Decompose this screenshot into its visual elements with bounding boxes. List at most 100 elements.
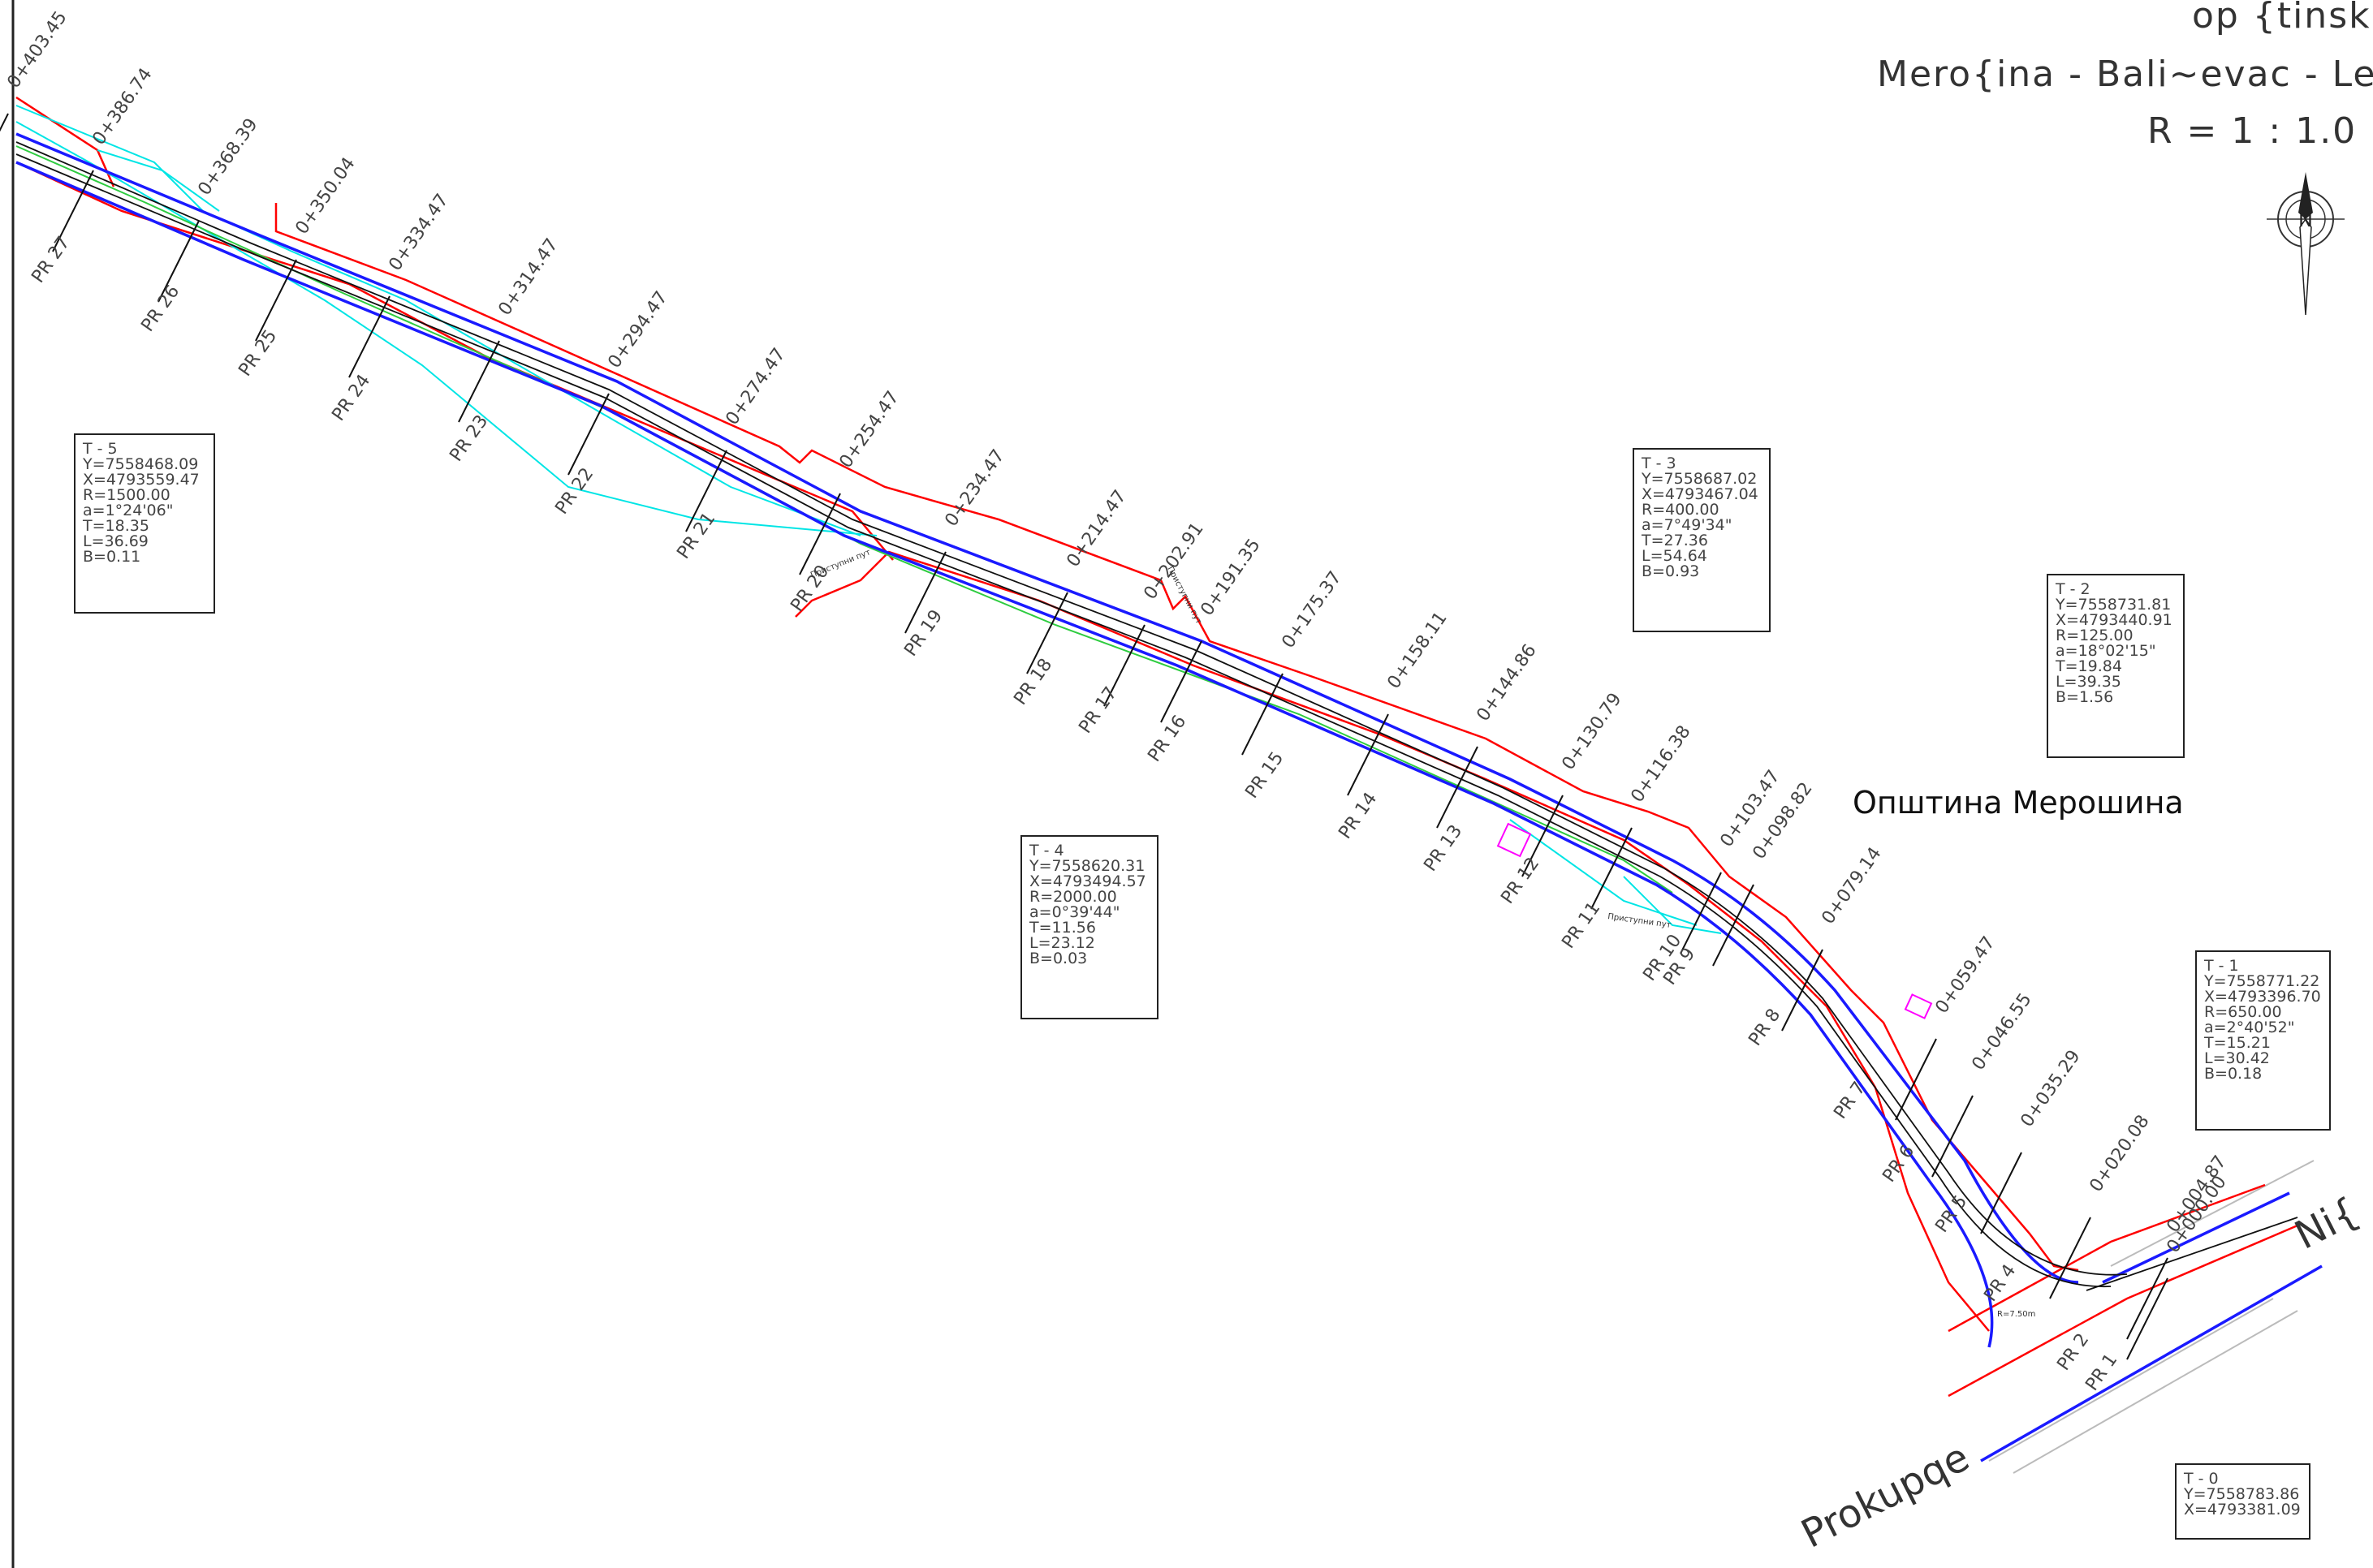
tangent-box-line: B=0.93 (1642, 562, 1699, 580)
radius-label: R=7.50m (1997, 1310, 2035, 1319)
tangent-box-line: Y=7558771.22 (2203, 972, 2319, 990)
station-marker: 0+079.14 (1781, 843, 1886, 1032)
profile-label: PR 25 (235, 326, 281, 380)
header-line-3: R = 1 : 1.0 (2147, 110, 2357, 152)
station-tick (1931, 1095, 1974, 1178)
profile-label: PR 8 (1745, 1006, 1784, 1050)
header-line-1: op {tinsk (2192, 0, 2371, 37)
tangent-box-line: a=2°40'52" (2204, 1019, 2294, 1036)
station-label: 0+020.08 (2086, 1111, 2153, 1195)
station-marker: 0+294.47 (567, 287, 672, 476)
station-tick (157, 220, 200, 303)
station-marker: 0+368.39 (157, 114, 262, 303)
station-label: 0+334.47 (385, 190, 452, 274)
station-label: 0+254.47 (835, 387, 903, 472)
station-marker: 0+386.74 (52, 64, 157, 252)
tangent-box-line: T=19.84 (2055, 657, 2122, 675)
station-marker: 0+254.47 (799, 387, 904, 575)
tangent-box-line: X=4793559.47 (83, 471, 200, 489)
tangent-box-id: T - 4 (1029, 842, 1064, 859)
tangent-box-line: Y=7558731.81 (2055, 596, 2171, 614)
station-label: 0+158.11 (1383, 608, 1451, 692)
profile-labels: PR 1PR 2PR 4PR 5PR 6PR 7PR 8PR 9PR 10PR … (28, 233, 2121, 1394)
road-edges-blue (15, 132, 2323, 1462)
profile-label: PR 6 (1879, 1142, 1918, 1187)
tangent-box: T - 3Y=7558687.02X=4793467.04R=400.00a=7… (1633, 448, 1771, 632)
station-marker: 0+403.45 (0, 7, 71, 132)
station-label: 0+191.35 (1197, 535, 1264, 619)
tangent-box-line: a=7°49'34" (1642, 516, 1732, 534)
station-tick (52, 170, 94, 252)
tangent-box-id: T - 0 (2183, 1470, 2219, 1488)
station-label: 0+234.47 (941, 446, 1008, 530)
tangent-box: T - 0Y=7558783.86X=4793381.09 (2175, 1463, 2310, 1540)
tangent-box-line: T=11.56 (1029, 919, 1096, 937)
station-tick (1347, 713, 1389, 796)
station-marker: 0+098.82 (1712, 778, 1817, 967)
tangent-box-frame (1633, 448, 1771, 632)
station-tick (1980, 1152, 2022, 1234)
tangent-box-line: L=39.35 (2056, 673, 2121, 691)
station-tick (348, 295, 390, 378)
tangent-box-line: L=30.42 (2204, 1049, 2270, 1067)
tangent-box-id: T - 2 (2055, 580, 2090, 598)
tangent-box-frame (1020, 835, 1158, 1019)
profile-label: PR 5 (1931, 1192, 1971, 1237)
station-tick (1680, 872, 1722, 954)
station-label: 0+035.29 (2017, 1046, 2084, 1131)
station-tick (458, 340, 500, 423)
tangent-box-line: L=36.69 (83, 532, 149, 550)
tangent-box-line: Y=7558468.09 (82, 455, 198, 473)
profile-label: PR 27 (28, 233, 74, 286)
tangent-box-line: T=15.21 (2203, 1034, 2271, 1052)
station-tick (1026, 592, 1068, 674)
tangent-box-line: R=650.00 (2204, 1003, 2282, 1021)
station-tick (1895, 1038, 1937, 1121)
direction-left-label: Prokupqe (1794, 1434, 1976, 1557)
green-lines (15, 145, 1673, 894)
tangent-box: T - 4Y=7558620.31X=4793494.57R=2000.00a=… (1020, 835, 1158, 1019)
tangent-box-id: T - 1 (2203, 957, 2239, 975)
road-axis-black (15, 141, 2298, 1291)
tangent-box-line: X=4793396.70 (2204, 988, 2321, 1006)
culvert-symbols (1496, 822, 1933, 1019)
station-tick (685, 450, 727, 532)
tangent-box-line: R=2000.00 (1029, 888, 1117, 906)
station-label: 0+144.86 (1473, 640, 1540, 725)
cyan-lines (15, 105, 1722, 934)
tangent-box-frame (2195, 950, 2331, 1131)
profile-label: PR 14 (1335, 789, 1381, 842)
station-tick (1160, 640, 1202, 723)
tangent-box-line: L=23.12 (1029, 934, 1095, 952)
profile-label: PR 18 (1010, 655, 1056, 709)
tangent-box: T - 1Y=7558771.22X=4793396.70R=650.00a=2… (2195, 950, 2331, 1131)
tangent-box-line: a=0°39'44" (1029, 903, 1120, 921)
tangent-box-line: a=18°02'15" (2056, 642, 2156, 660)
tangent-box-line: X=4793440.91 (2056, 611, 2172, 629)
profile-label: PR 21 (673, 509, 719, 562)
tangent-box-line: a=1°24'06" (83, 502, 173, 519)
tangent-box-line: B=0.11 (83, 548, 140, 566)
station-marker: 0+116.38 (1590, 722, 1695, 910)
station-tick (1590, 827, 1633, 910)
station-tick (1436, 746, 1478, 829)
tangent-box-frame (2175, 1463, 2310, 1540)
profile-label: PR 16 (1144, 712, 1190, 765)
station-tick (255, 259, 297, 342)
station-tick (1781, 949, 1823, 1032)
tangent-box-line: R=125.00 (2056, 627, 2134, 644)
station-marker: 0+334.47 (348, 190, 453, 378)
tangent-box-id: T - 3 (1641, 454, 1676, 472)
profile-label: PR 12 (1497, 854, 1543, 907)
tangent-box-line: B=0.18 (2204, 1065, 2262, 1083)
station-label: 0+116.38 (1627, 722, 1694, 806)
station-tick (1241, 673, 1284, 756)
tangent-box-line: Y=7558783.86 (2183, 1485, 2299, 1503)
tangent-box: T - 2Y=7558731.81X=4793440.91R=125.00a=1… (2047, 574, 2185, 758)
tangent-box-line: Y=7558620.31 (1029, 857, 1145, 875)
station-tick (1712, 884, 1754, 967)
tangent-box-frame (74, 433, 215, 614)
station-label: 0+314.47 (494, 235, 562, 319)
station-tick (1103, 624, 1146, 707)
header-line-2: Mero{ina - Bali~evac - Lepaj (1877, 54, 2373, 95)
